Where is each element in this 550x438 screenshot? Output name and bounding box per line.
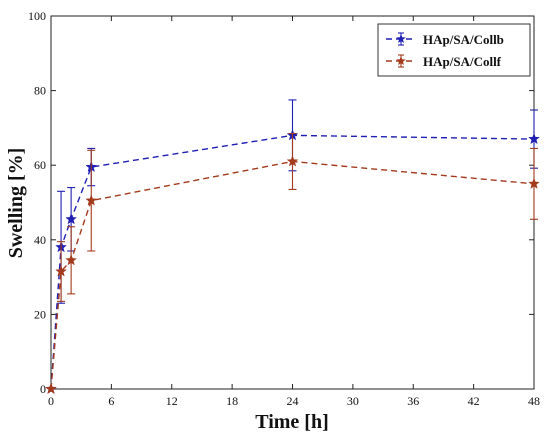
legend-marker: [396, 56, 406, 66]
x-tick-label: 12: [166, 394, 178, 408]
data-point: [65, 213, 78, 225]
y-tick-label: 60: [34, 158, 46, 172]
y-tick-label: 0: [40, 382, 46, 396]
x-tick-label: 30: [347, 394, 359, 408]
legend: HAp/SA/Collb HAp/SA/Collf: [377, 23, 531, 77]
series-2: [45, 132, 540, 395]
y-axis: 0 20 40 60 80 100: [28, 9, 534, 396]
data-point: [528, 132, 540, 145]
x-axis-label: Time [h]: [255, 411, 329, 433]
legend-label: HAp/SA/Collf: [423, 54, 502, 69]
legend-marker: [396, 34, 406, 44]
data-point: [65, 254, 78, 266]
data-point: [45, 382, 57, 395]
x-tick-label: 6: [108, 394, 114, 408]
series-line: [50, 134, 535, 390]
y-tick-label: 100: [28, 9, 46, 23]
x-tick-label: 48: [528, 394, 540, 408]
y-tick-label: 20: [34, 307, 46, 321]
data-point: [85, 194, 98, 206]
x-tick-label: 42: [468, 394, 480, 408]
data-point: [55, 265, 67, 277]
series-layer: [45, 99, 540, 395]
legend-entry-2: HAp/SA/Collf: [386, 54, 502, 69]
legend-label: HAp/SA/Collb: [423, 32, 504, 47]
x-tick-label: 18: [226, 394, 238, 408]
y-tick-label: 40: [34, 233, 46, 247]
data-point: [528, 177, 540, 189]
y-tick-label: 80: [34, 84, 46, 98]
y-axis-label: Swelling [%]: [5, 148, 27, 259]
x-tick-label: 0: [48, 394, 54, 408]
x-tick-label: 36: [407, 394, 419, 408]
data-point: [286, 155, 299, 167]
legend-entry-1: HAp/SA/Collb: [386, 32, 504, 47]
x-tick-label: 24: [287, 394, 299, 408]
series-line: [50, 160, 535, 390]
